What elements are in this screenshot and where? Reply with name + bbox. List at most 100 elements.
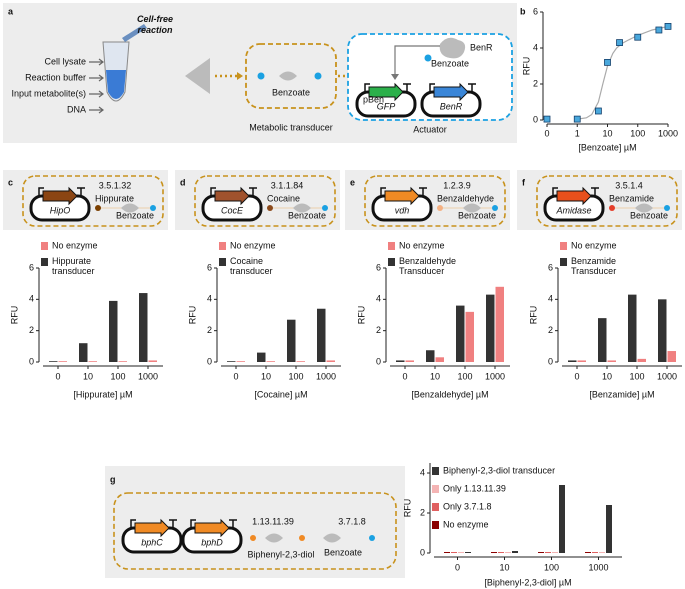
- substrate-dot: [250, 535, 256, 541]
- transducer-box: [364, 175, 506, 227]
- product-dot: [150, 205, 156, 211]
- bar: [658, 299, 667, 362]
- enzyme: [279, 71, 297, 81]
- gene-arrow: [42, 186, 78, 206]
- substrate-dot: [267, 205, 273, 211]
- enzyme: [323, 533, 341, 543]
- legend-swatch: [560, 242, 567, 250]
- x-tick-label: 1000: [316, 371, 336, 381]
- y-tick-label: 0: [548, 356, 553, 366]
- x-axis-label: [Hippurate] µM: [73, 389, 132, 399]
- bar: [628, 294, 637, 362]
- bar: [287, 319, 296, 362]
- repression-line: [394, 45, 440, 76]
- transducer-box: [536, 175, 678, 227]
- transducer-box: [245, 43, 337, 109]
- input-label: DNA: [67, 104, 86, 114]
- data-point: [634, 33, 642, 41]
- promoter-arrow: [552, 187, 558, 196]
- bar: [139, 293, 148, 362]
- product-dot: [369, 535, 375, 541]
- legend-swatch: [388, 258, 395, 266]
- bar: [512, 551, 518, 553]
- substrate-label: Cocaine: [267, 193, 300, 203]
- panel-letter: g: [110, 474, 116, 484]
- y-tick-label: 2: [207, 325, 212, 335]
- y-axis-label: RFU: [356, 306, 366, 325]
- bar: [465, 311, 474, 362]
- ec-number: 1.2.3.9: [443, 180, 471, 190]
- transducer-box: [113, 492, 397, 570]
- y-tick-label: 2: [420, 507, 425, 517]
- x-tick-label: 100: [629, 371, 644, 381]
- pipette: [122, 24, 147, 42]
- y-tick-label: 4: [533, 42, 538, 52]
- x-tick-label: 0: [55, 371, 60, 381]
- input-arrow: [89, 106, 104, 114]
- y-tick-label: 0: [207, 356, 212, 366]
- bar: [505, 552, 511, 553]
- legend-swatch: [388, 242, 395, 250]
- bar: [405, 360, 414, 362]
- x-tick-label: 1000: [485, 371, 505, 381]
- legend-label: Only 1.13.11.39: [443, 483, 506, 493]
- terminator: [169, 519, 177, 528]
- promoter-arrow: [429, 83, 435, 92]
- x-tick-label: 1000: [657, 371, 677, 381]
- ec-number: 3.5.1.4: [615, 180, 643, 190]
- funnel: [185, 58, 210, 94]
- legend-label: No enzyme: [443, 519, 489, 529]
- panel-g-background: [105, 466, 405, 578]
- terminator: [77, 187, 85, 196]
- arrow-head: [237, 72, 243, 80]
- ligand-dot: [424, 54, 432, 62]
- transducer-box: [194, 175, 336, 227]
- y-axis-label: RFU: [528, 306, 538, 325]
- bar: [577, 360, 586, 362]
- enzyme: [635, 203, 653, 213]
- product-dot: [322, 205, 328, 211]
- bar: [465, 552, 471, 553]
- bar: [317, 308, 326, 362]
- data-point: [594, 107, 602, 115]
- y-axis-label: RFU: [9, 306, 19, 325]
- product-label: Benzoate: [288, 210, 326, 220]
- bar: [599, 552, 605, 553]
- enzyme: [293, 203, 311, 213]
- input-label: Cell lysate: [44, 56, 86, 66]
- legend-label: Only 3.7.1.8: [443, 501, 492, 511]
- bar: [606, 505, 612, 553]
- data-point: [604, 59, 611, 66]
- ligand-label: Benzoate: [431, 58, 469, 68]
- product-label: Benzoate: [324, 547, 362, 557]
- bar: [88, 361, 97, 362]
- x-tick-label: 10: [602, 128, 612, 138]
- ec-number: 3.5.1.32: [99, 180, 132, 190]
- x-tick-label: 0: [455, 562, 460, 572]
- y-tick-label: 2: [29, 325, 34, 335]
- substrate-dot: [257, 72, 265, 80]
- data-point: [616, 39, 623, 46]
- x-tick-label: 100: [288, 371, 303, 381]
- enzyme: [265, 533, 283, 543]
- data-point: [573, 115, 581, 123]
- bar: [458, 552, 464, 553]
- substrate-label: Benzamide: [609, 193, 654, 203]
- product-label: Benzoate: [458, 210, 496, 220]
- bar: [592, 552, 598, 553]
- bar: [451, 552, 457, 553]
- ec-number: 3.7.1.8: [338, 516, 366, 526]
- x-axis-label: [Biphenyl-2,3-diol] µM: [484, 577, 571, 587]
- bar: [396, 360, 405, 362]
- y-tick-label: 6: [29, 262, 34, 272]
- gene-arrow: [368, 82, 404, 102]
- input-arrow: [89, 58, 104, 66]
- bar: [538, 552, 544, 553]
- gene-name: HipO: [50, 205, 71, 215]
- y-tick-label: 4: [207, 294, 212, 304]
- gene-arrow: [384, 186, 420, 206]
- x-tick-label: 0: [402, 371, 407, 381]
- terminator: [249, 187, 257, 196]
- product-label: Benzoate: [272, 87, 310, 97]
